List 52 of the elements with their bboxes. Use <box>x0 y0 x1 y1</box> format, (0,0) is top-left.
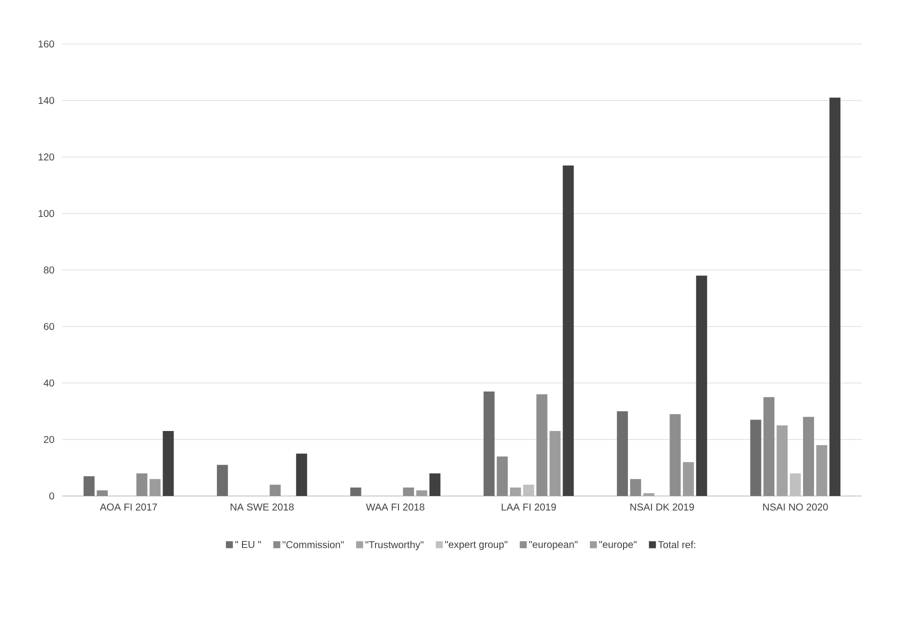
legend-label: "Trustworthy" <box>366 540 424 550</box>
y-tick-label: 0 <box>49 492 54 500</box>
bar <box>96 490 108 496</box>
bar <box>429 473 440 496</box>
bar <box>803 416 814 496</box>
bar <box>763 397 774 496</box>
legend-label: " EU " <box>235 541 261 548</box>
x-tick-label: AOA FI 2017 <box>100 504 157 511</box>
y-tick-label: 140 <box>38 96 54 104</box>
bar <box>150 479 161 496</box>
bar <box>696 276 708 496</box>
legend-label: "Commission" <box>282 540 344 548</box>
bar <box>816 445 828 496</box>
y-tick-label: 160 <box>38 40 54 48</box>
y-tick-label: 40 <box>44 379 54 387</box>
bar <box>496 456 508 496</box>
x-tick-label: NSAI DK 2019 <box>630 504 694 511</box>
bar <box>750 420 762 496</box>
bar <box>670 414 681 496</box>
x-tick-label: NA SWE 2018 <box>230 504 294 511</box>
bar <box>484 391 495 496</box>
bar <box>136 473 148 496</box>
y-tick-label: 80 <box>44 266 54 274</box>
bar <box>216 464 228 496</box>
y-tick-label: 100 <box>38 210 54 218</box>
bar <box>550 431 561 496</box>
legend-label: Total ref: <box>658 540 696 548</box>
bar <box>829 98 840 496</box>
x-tick-label: LAA FI 2019 <box>502 504 556 511</box>
x-tick-label: NSAI NO 2020 <box>763 504 828 511</box>
bar <box>682 462 694 496</box>
bar <box>296 454 308 496</box>
y-tick-label: 120 <box>38 153 54 161</box>
bar <box>630 479 642 496</box>
bar <box>536 394 548 496</box>
bar <box>403 488 414 496</box>
bar <box>162 431 174 496</box>
x-tick-label: WAA FI 2018 <box>366 504 424 511</box>
y-tick-label: 60 <box>44 322 54 330</box>
legend-label: "europe" <box>599 541 637 550</box>
legend-label: "european" <box>529 541 578 550</box>
bar <box>510 488 521 496</box>
bar <box>776 425 788 496</box>
bar <box>84 476 95 496</box>
bar <box>643 493 654 496</box>
bar <box>350 488 362 496</box>
bar <box>416 490 428 496</box>
y-tick-label: 20 <box>44 436 54 444</box>
legend-label: "expert group" <box>445 541 508 550</box>
bar <box>562 165 574 496</box>
bar <box>270 484 281 496</box>
bar <box>616 411 628 496</box>
